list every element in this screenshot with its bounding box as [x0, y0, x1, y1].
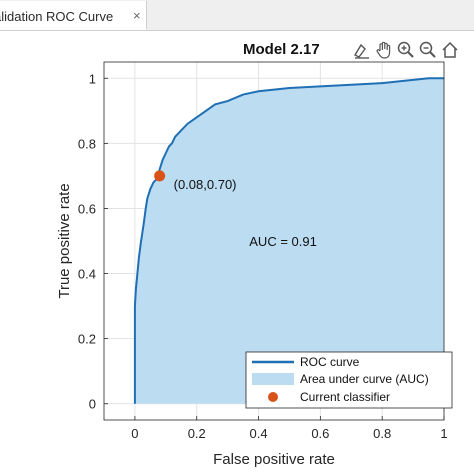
x-axis-label: False positive rate	[213, 451, 335, 468]
y-tick-label-0: 0	[89, 397, 96, 412]
x-tick-label-5: 1	[440, 426, 447, 441]
auc-annotation: AUC = 0.91	[249, 234, 317, 249]
zoom-out-icon[interactable]	[418, 40, 438, 60]
x-tick-label-0: 0	[131, 426, 138, 441]
axes-box	[103, 61, 445, 421]
x-tick-label-2: 0.4	[250, 426, 268, 441]
roc-curve-line	[133, 77, 444, 404]
auc-area	[134, 78, 444, 404]
x-tick-label-1: 0.2	[188, 426, 206, 441]
current-classifier-marker	[154, 170, 166, 182]
pan-hand-icon[interactable]	[374, 40, 394, 60]
y-axis-label: True positive rate	[56, 183, 73, 298]
y-ticks: 0 0.2 0.4 0.6 0.8 1	[78, 71, 108, 412]
legend-area-label: Area under curve (AUC)	[300, 372, 429, 386]
axes-toolbar	[352, 40, 474, 62]
y-tick-label-5: 1	[89, 71, 96, 86]
close-icon[interactable]: ×	[133, 8, 141, 23]
legend-area-swatch	[252, 373, 294, 385]
x-tick-label-3: 0.6	[311, 426, 329, 441]
tab-label: alidation ROC Curve	[0, 9, 114, 24]
y-tick-label-2: 0.4	[78, 267, 96, 282]
x-tick-label-4: 0.8	[373, 426, 391, 441]
figure-title: Model 2.17	[243, 41, 320, 58]
legend-roc-label: ROC curve	[300, 355, 360, 369]
legend-classifier-label: Current classifier	[300, 390, 390, 404]
y-tick-label-1: 0.2	[78, 332, 96, 347]
current-classifier-label: (0.08,0.70)	[174, 177, 237, 192]
tab-validation-roc-curve[interactable]: alidation ROC Curve ×	[0, 1, 147, 30]
data-tips-icon[interactable]	[352, 40, 372, 60]
y-tick-label-3: 0.6	[78, 201, 96, 216]
x-ticks: 0 0.2 0.4 0.6 0.8 1	[131, 416, 448, 441]
legend: ROC curve Area under curve (AUC) Current…	[245, 351, 453, 409]
legend-classifier-swatch	[268, 392, 278, 402]
tab-bar: alidation ROC Curve ×	[0, 0, 474, 31]
y-tick-label-4: 0.8	[78, 136, 96, 151]
home-icon[interactable]	[440, 40, 460, 60]
zoom-in-icon[interactable]	[396, 40, 416, 60]
